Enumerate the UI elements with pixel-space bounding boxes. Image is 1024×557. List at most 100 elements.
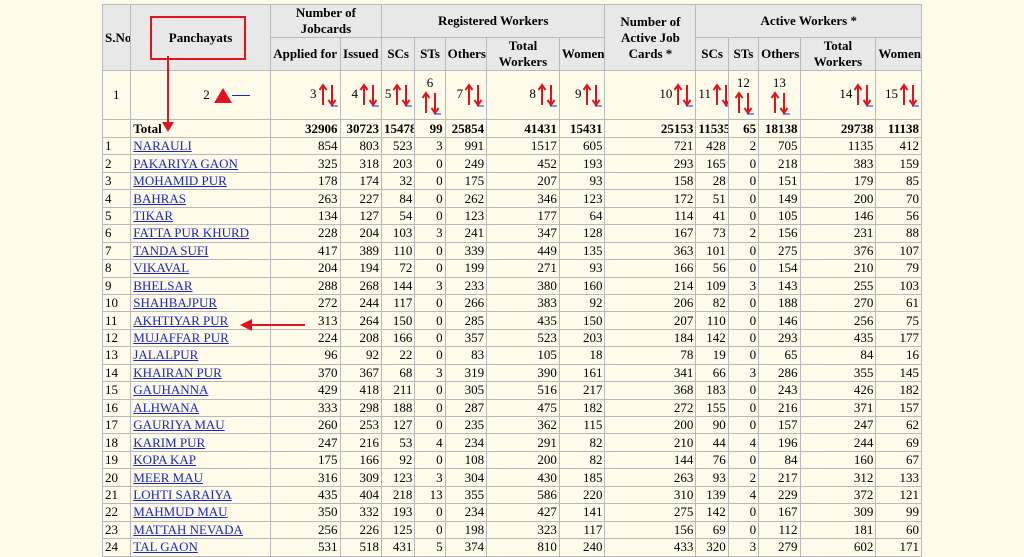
row-value: 161 (558, 363, 606, 383)
row-serial-number: 17 (101, 415, 132, 435)
row-value: 127 (339, 206, 382, 226)
sort-arrows-icon[interactable] (853, 83, 874, 107)
row-value: 16 (875, 346, 922, 365)
panchayat-link[interactable]: AKHTIYAR PUR (133, 312, 229, 328)
sort-arrows-icon[interactable] (712, 83, 728, 107)
panchayat-link[interactable]: MAHMUD MAU (133, 504, 228, 520)
table-row: 1 NARAULI 854 803 523 3 991 1517 605 721 428 2 705 11… (101, 136, 922, 156)
row-value: 268 (339, 276, 382, 295)
reg-scs-header: SCs (380, 37, 416, 71)
row-value: 310 (604, 485, 697, 505)
sort-arrows-icon[interactable] (899, 83, 919, 107)
row-value: 65 (758, 346, 801, 365)
row-value: 234 (444, 503, 488, 522)
panchayat-link[interactable]: MEER MAU (133, 469, 203, 485)
sort-arrows-icon[interactable] (673, 83, 694, 107)
row-serial-number: 22 (101, 503, 132, 522)
panchayat-link[interactable]: BAHRAS (133, 190, 187, 206)
row-value: 159 (875, 154, 922, 173)
row-value: 262 (444, 189, 488, 208)
row-value: 298 (339, 398, 382, 418)
panchayat-link[interactable]: TANDA SUFI (133, 242, 209, 258)
table-row: 3 MOHAMID PUR 178 174 32 0 175 207 93 158 28 0 151 17… (101, 171, 922, 191)
panchayat-link[interactable]: MATTAH NEVADA (133, 521, 243, 537)
panchayat-link[interactable]: ALHWANA (133, 399, 200, 415)
panchayat-link[interactable]: LOHTI SARAIYA (133, 486, 232, 502)
row-value: 82 (558, 450, 606, 470)
panchayat-link[interactable]: PAKARIYA GAON (133, 155, 238, 171)
row-value: 84 (380, 189, 416, 208)
row-value: 390 (486, 363, 560, 383)
panchayat-link[interactable]: SHAHBAJPUR (133, 295, 218, 311)
row-value: 435 (799, 328, 877, 348)
row-serial-number: 3 (101, 171, 132, 191)
panchayat-link[interactable]: BHELSAR (133, 277, 193, 293)
panchayat-link[interactable]: JALALPUR (133, 347, 199, 363)
row-value: 143 (758, 276, 801, 295)
sort-col-6: 6 (414, 70, 446, 120)
row-value: 211 (380, 381, 416, 400)
row-value: 200 (486, 450, 560, 470)
table-row: 5 TIKAR 134 127 54 0 123 177 64 114 41 0 105 146 56 (101, 206, 922, 226)
panchayat-link[interactable]: KOPA KAP (133, 452, 197, 468)
panchayat-link[interactable]: MUJAFFAR PUR (133, 330, 229, 346)
col-number-label: 9 (574, 85, 582, 101)
sort-arrows-icon[interactable] (359, 83, 379, 107)
row-value: 350 (269, 503, 341, 522)
row-value: 325 (269, 154, 341, 173)
row-value: 286 (758, 363, 801, 383)
row-value: 157 (875, 398, 922, 418)
sort-arrows-icon[interactable] (318, 83, 338, 107)
row-value: 121 (875, 485, 922, 505)
total-value: 15431 (558, 119, 606, 138)
panchayat-link[interactable]: VIKAVAL (133, 260, 190, 276)
row-value: 355 (799, 363, 877, 383)
table-row: 6 FATTA PUR KHURD 228 204 103 3 241 347 128 167 73… (101, 224, 922, 243)
row-value: 339 (444, 241, 488, 261)
sort-arrows-icon[interactable] (464, 83, 485, 107)
panchayat-link[interactable]: KARIM PUR (133, 434, 206, 450)
sort-arrows-icon[interactable] (734, 91, 754, 115)
panchayat-link[interactable]: TIKAR (133, 207, 174, 223)
row-value: 247 (799, 415, 877, 435)
row-value: 101 (695, 241, 729, 261)
panchayat-link[interactable]: GAURIYA MAU (133, 417, 225, 433)
sort-arrows-icon[interactable] (582, 83, 603, 107)
row-value: 0 (727, 328, 760, 348)
row-value: 383 (486, 293, 560, 313)
row-value: 175 (444, 171, 488, 191)
row-value: 333 (269, 398, 341, 418)
row-value: 204 (269, 259, 341, 278)
panchayat-link[interactable]: FATTA PUR KHURD (133, 225, 250, 241)
panchayat-cell: PAKARIYA GAON (130, 154, 271, 173)
row-value: 389 (339, 241, 382, 261)
row-value: 125 (380, 520, 416, 540)
sort-arrows-icon[interactable] (392, 83, 413, 107)
panchayat-cell: BHELSAR (130, 276, 271, 295)
table-row: 19 KOPA KAP 175 166 92 0 108 200 82 144 76 0 84 160 67 (101, 450, 922, 470)
row-value: 285 (444, 311, 488, 330)
row-value: 3 (727, 363, 760, 383)
row-value: 166 (339, 450, 382, 470)
sort-arrows-icon[interactable] (770, 91, 790, 115)
panchayat-cell: GAUHANNA (130, 381, 271, 400)
panchayat-link[interactable]: TAL GAON (133, 539, 198, 555)
table-header: S.No Panchayats Number of Jobcards Regis… (101, 4, 922, 71)
sort-arrows-icon[interactable] (537, 83, 557, 107)
row-value: 231 (799, 224, 877, 243)
sort-arrows-icon[interactable] (421, 91, 441, 115)
sort-ascending-icon[interactable] (213, 88, 232, 104)
panchayat-link[interactable]: MOHAMID PUR (133, 173, 227, 189)
row-value: 429 (269, 381, 341, 400)
panchayat-link[interactable]: GAUHANNA (133, 382, 209, 398)
panchayat-link[interactable]: KHAIRAN PUR (133, 364, 222, 380)
total-value: 11138 (875, 119, 922, 138)
panchayat-link[interactable]: NARAULI (133, 138, 192, 154)
row-value: 115 (558, 415, 606, 435)
row-serial-number: 6 (101, 224, 132, 243)
row-value: 0 (414, 415, 446, 435)
row-value: 183 (695, 381, 729, 400)
row-value: 705 (758, 136, 801, 156)
total-value: 41431 (486, 119, 560, 138)
row-value: 200 (604, 415, 697, 435)
